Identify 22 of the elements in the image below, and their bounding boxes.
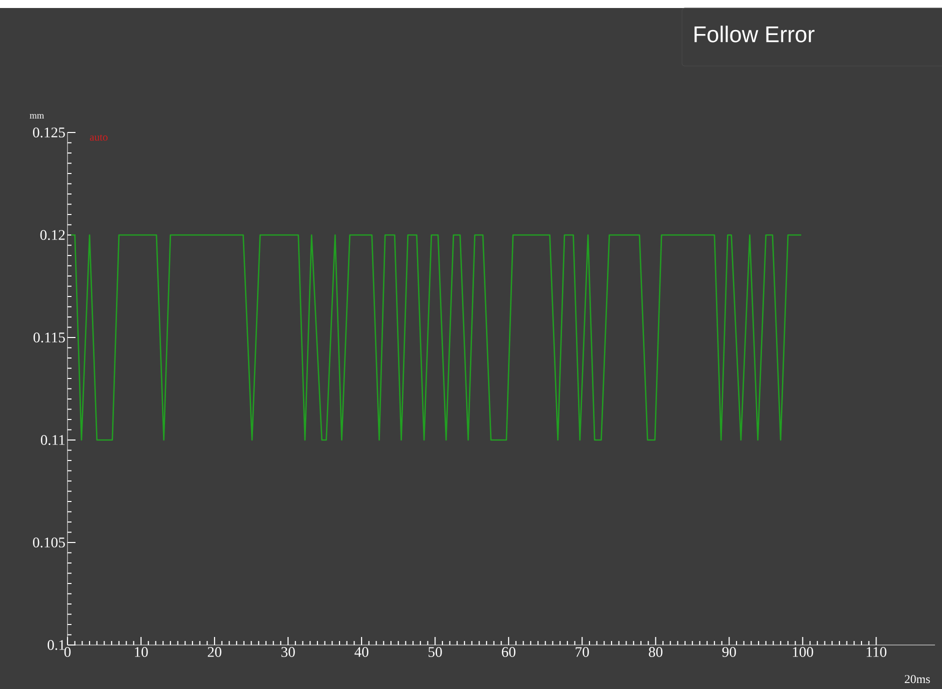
x-tick-label: 30: [281, 647, 295, 657]
x-tick-label: 110: [866, 647, 886, 657]
x-tick-label: 20: [208, 647, 222, 657]
x-tick-label: 50: [428, 647, 442, 657]
x-tick-label: 10: [134, 647, 148, 657]
y-tick-label: 0.115: [34, 332, 65, 342]
chart-title: Follow Error: [694, 26, 814, 42]
x-tick-label: 100: [792, 647, 814, 657]
x-tick-label: 60: [502, 647, 516, 657]
y-tick-label: 0.12: [40, 230, 65, 240]
x-tick-label: 70: [576, 647, 589, 657]
x-tick-label: 90: [722, 647, 736, 657]
y-tick-label: 0.11: [40, 435, 65, 445]
y-axis-title: mm: [30, 114, 44, 118]
y-tick-label: 0.105: [33, 538, 65, 548]
x-tick-label: 0: [64, 647, 71, 657]
annotation: auto: [90, 134, 108, 141]
x-tick-label: 40: [354, 647, 368, 657]
y-tick-label: 0.125: [33, 128, 65, 138]
x-axis-title: 20ms: [904, 675, 930, 684]
x-tick-label: 80: [648, 647, 662, 657]
y-tick-label: 0.1: [48, 640, 65, 650]
